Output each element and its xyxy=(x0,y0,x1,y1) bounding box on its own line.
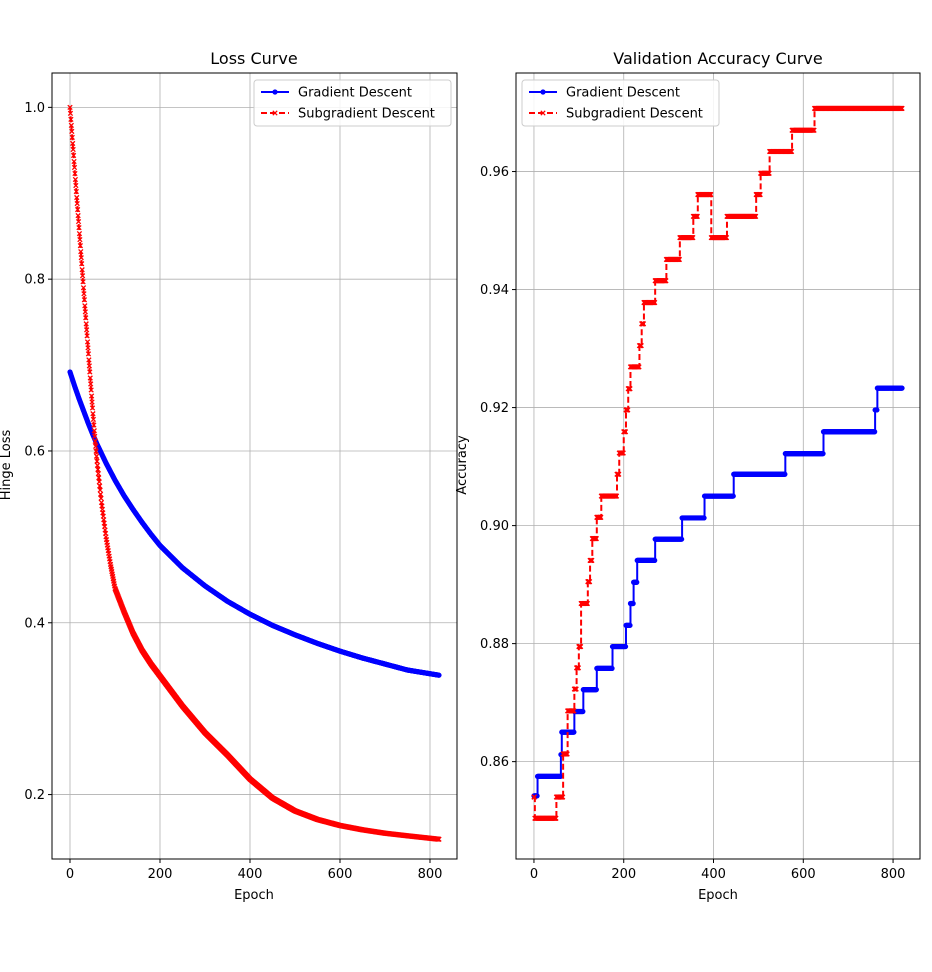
accuracy-gradient-descent-point xyxy=(731,493,736,498)
loss-x-tick-label: 600 xyxy=(328,867,353,882)
accuracy-legend-gradient-descent-label: Gradient Descent xyxy=(566,86,680,101)
loss-x-tick-label: 400 xyxy=(238,867,263,882)
loss-x-tick-label: 0 xyxy=(66,867,74,882)
accuracy-legend: Gradient Descent Subgradient Descent xyxy=(522,80,719,126)
loss-y-tick-label: 0.4 xyxy=(24,616,45,631)
accuracy-gradient-descent-point xyxy=(899,386,904,391)
accuracy-gradient-descent-point xyxy=(652,558,657,563)
accuracy-gradient-descent-point xyxy=(782,472,787,477)
accuracy-gradient-descent-point xyxy=(571,730,576,735)
accuracy-x-tick-label: 0 xyxy=(530,867,538,882)
loss-legend-gradient-descent-label: Gradient Descent xyxy=(298,86,412,101)
accuracy-legend-subgradient-descent-label: Subgradient Descent xyxy=(566,107,703,122)
accuracy-gradient-descent-point xyxy=(634,580,639,585)
accuracy-x-tick-label: 200 xyxy=(611,867,636,882)
accuracy-gradient-descent-point xyxy=(701,515,706,520)
accuracy-gradient-descent-point xyxy=(872,429,877,434)
accuracy-gradient-descent-point xyxy=(627,623,632,628)
loss-x-axis-label: Epoch xyxy=(234,888,274,903)
accuracy-legend-gradient-descent-marker xyxy=(540,89,545,94)
accuracy-gradient-descent-point xyxy=(631,601,636,606)
loss-chart-title: Loss Curve xyxy=(210,49,297,68)
loss-y-tick-label: 0.6 xyxy=(24,444,45,459)
loss-y-tick-label: 1.0 xyxy=(24,101,45,116)
accuracy-gradient-descent-point xyxy=(609,666,614,671)
accuracy-y-axis-label: Accuracy xyxy=(455,435,470,495)
accuracy-gradient-descent-point xyxy=(623,644,628,649)
accuracy-y-tick-label: 0.90 xyxy=(480,519,509,534)
accuracy-gradient-descent-point xyxy=(820,451,825,456)
accuracy-y-tick-label: 0.96 xyxy=(480,165,509,180)
loss-y-tick-label: 0.2 xyxy=(24,788,45,803)
accuracy-x-axis-label: Epoch xyxy=(698,888,738,903)
loss-legend: Gradient Descent Subgradient Descent xyxy=(254,80,451,126)
accuracy-y-tick-label: 0.86 xyxy=(480,755,509,770)
accuracy-y-tick-label: 0.92 xyxy=(480,401,509,416)
accuracy-gradient-descent-point xyxy=(580,709,585,714)
loss-y-axis-label: Hinge Loss xyxy=(0,430,14,501)
loss-x-tick-label: 200 xyxy=(148,867,173,882)
accuracy-gradient-descent-point xyxy=(679,537,684,542)
accuracy-gradient-descent-point xyxy=(874,407,879,412)
accuracy-x-tick-label: 600 xyxy=(791,867,816,882)
loss-x-tick-label: 800 xyxy=(418,867,443,882)
accuracy-gradient-descent-point xyxy=(594,687,599,692)
accuracy-x-tick-label: 400 xyxy=(701,867,726,882)
accuracy-chart-title: Validation Accuracy Curve xyxy=(613,49,822,68)
loss-legend-gradient-descent-marker xyxy=(272,89,277,94)
accuracy-y-tick-label: 0.88 xyxy=(480,637,509,652)
loss-y-tick-label: 0.8 xyxy=(24,273,45,288)
accuracy-x-tick-label: 800 xyxy=(881,867,906,882)
accuracy-y-tick-label: 0.94 xyxy=(480,283,509,298)
loss-gradient-descent-point xyxy=(436,673,441,678)
loss-legend-subgradient-descent-label: Subgradient Descent xyxy=(298,107,435,122)
